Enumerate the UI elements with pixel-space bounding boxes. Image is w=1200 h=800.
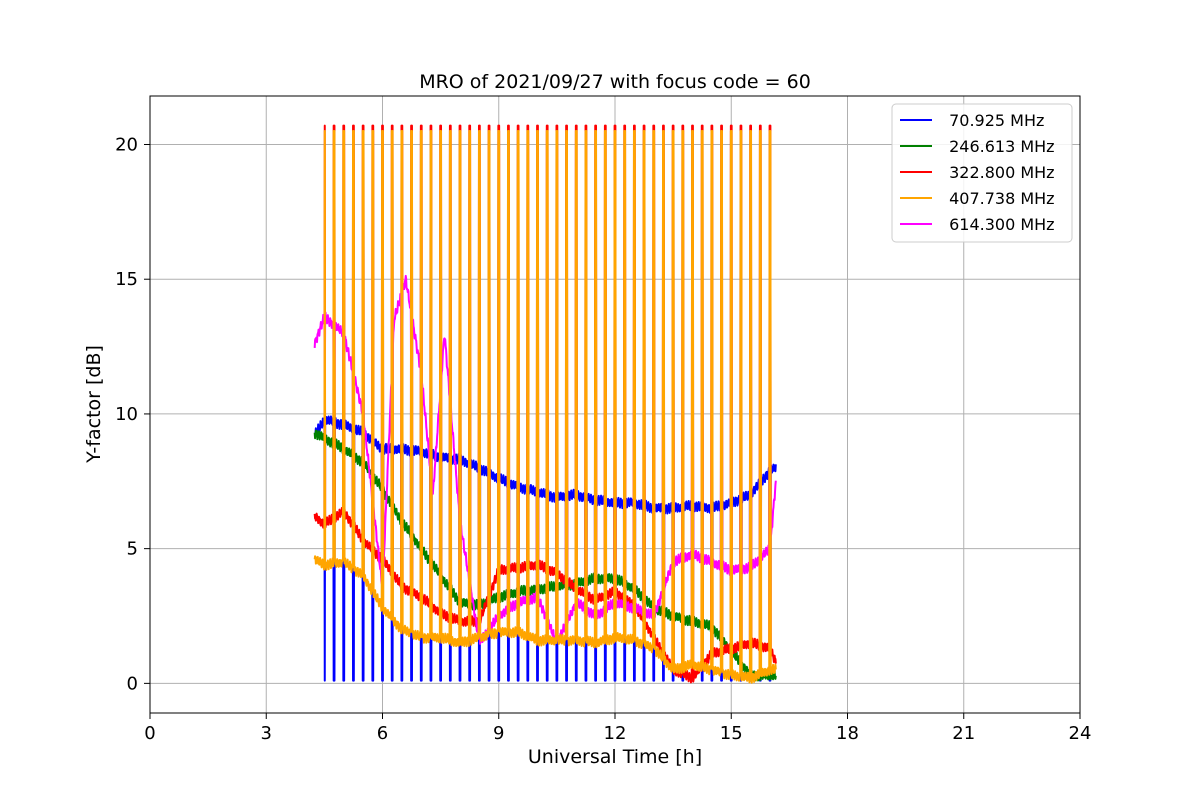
- x-tick-label: 0: [144, 723, 155, 744]
- x-axis-ticks: 0 3 6 9 12 15 18 21 24: [144, 713, 1091, 744]
- legend-entry: 614.300 MHz: [944, 215, 1055, 234]
- x-tick-label: 18: [836, 723, 859, 744]
- y-tick-label: 20: [115, 134, 138, 155]
- y-axis-ticks: 0 5 10 15 20: [115, 134, 150, 694]
- legend-box: [891, 103, 1073, 243]
- legend: 70.925 MHz 246.613 MHz 322.800 MHz 407.7…: [891, 103, 1073, 243]
- legend-entry: 246.613 MHz: [944, 137, 1055, 156]
- legend-entry: 407.738 MHz: [944, 189, 1055, 208]
- y-axis-label: Y-factor [dB]: [83, 345, 105, 464]
- x-tick-label: 6: [377, 723, 388, 744]
- x-tick-label: 21: [952, 723, 975, 744]
- y-tick-label: 0: [127, 673, 138, 694]
- y-tick-label: 5: [127, 539, 138, 560]
- x-tick-label: 9: [493, 723, 504, 744]
- series-layer: [313, 124, 777, 684]
- x-axis-label: Universal Time [h]: [528, 746, 702, 768]
- legend-entry: 70.925 MHz: [944, 111, 1044, 130]
- x-tick-label: 24: [1069, 723, 1092, 744]
- series-line-407-738-mhz: [313, 130, 777, 684]
- x-tick-label: 12: [604, 723, 627, 744]
- y-tick-label: 15: [115, 269, 138, 290]
- chart-title: MRO of 2021/09/27 with focus code = 60: [419, 71, 811, 93]
- x-tick-label: 15: [720, 723, 743, 744]
- y-tick-label: 10: [115, 404, 138, 425]
- legend-entry: 322.800 MHz: [944, 163, 1055, 182]
- x-tick-label: 3: [261, 723, 272, 744]
